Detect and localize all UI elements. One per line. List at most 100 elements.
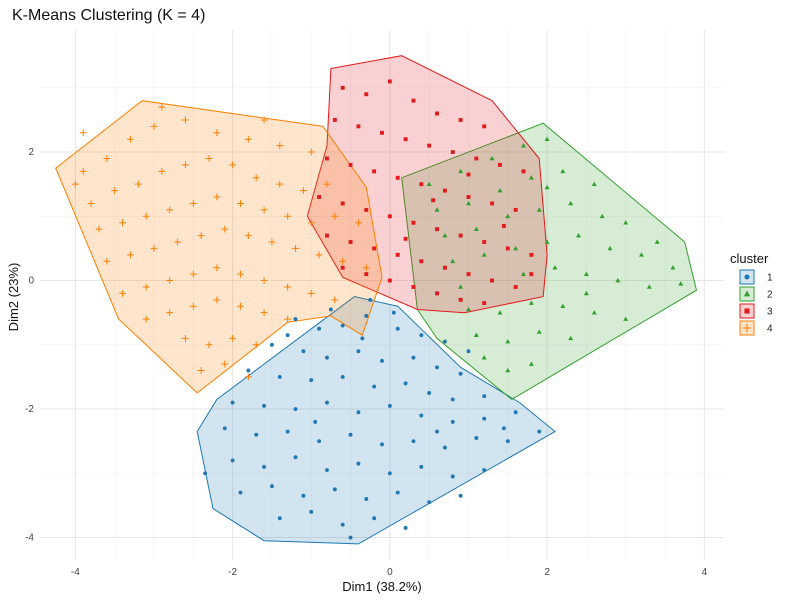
cluster-1-point — [364, 313, 369, 318]
cluster-4-point — [205, 155, 213, 162]
cluster-1-point — [372, 384, 377, 389]
cluster-2-point — [434, 207, 440, 212]
cluster-4-point — [189, 270, 197, 278]
cluster-3-point — [458, 233, 463, 238]
cluster-1-point — [380, 358, 384, 363]
axis-ticks: -4 -2 0 2 4 -4 -2 0 2 — [25, 147, 707, 578]
cluster-4-point — [284, 315, 292, 323]
x-axis-title: Dim1 (38.2%) — [342, 579, 421, 594]
cluster-1-point — [238, 490, 243, 495]
cluster-4-point — [244, 232, 252, 239]
cluster-4-point — [79, 167, 87, 175]
cluster-2-point — [678, 281, 684, 286]
cluster-1-point — [340, 522, 345, 527]
cluster-4-point — [244, 373, 252, 381]
cluster-3-point — [474, 156, 479, 161]
cluster-1-point — [458, 493, 463, 498]
cluster-4-point — [213, 264, 221, 272]
x-tick-label: 0 — [387, 567, 393, 578]
cluster-2-point — [583, 290, 589, 296]
legend-label-4: 4 — [767, 324, 773, 335]
cluster-1-point — [340, 374, 345, 379]
cluster-3-point — [529, 252, 534, 257]
cluster-4-hull — [55, 100, 383, 394]
cluster-1-point — [419, 333, 424, 338]
cluster-3-point — [403, 137, 408, 142]
cluster-1-point — [403, 525, 408, 530]
cluster-3-point — [482, 240, 487, 244]
cluster-3-point — [372, 246, 377, 251]
cluster-2-point — [568, 200, 574, 206]
cluster-1-point — [269, 484, 274, 489]
cluster-3-point — [431, 198, 436, 203]
cluster-4-point — [331, 296, 339, 304]
cluster-1-point — [325, 400, 329, 405]
cluster-2-point — [505, 213, 511, 219]
cluster-1-point — [348, 535, 353, 540]
cluster-3-point — [387, 278, 392, 283]
cluster-3-point — [340, 265, 345, 270]
cluster-3-point — [419, 259, 424, 264]
cluster-3-point — [435, 227, 439, 232]
x-tick-label: -4 — [71, 567, 80, 578]
cluster-4-point — [150, 245, 158, 252]
cluster-2-point — [560, 303, 566, 309]
cluster-2-point — [623, 220, 629, 225]
cluster-2-point — [560, 168, 566, 174]
cluster-2-point — [505, 367, 511, 373]
cluster-3-point — [521, 169, 526, 174]
cluster-1-point — [387, 471, 392, 476]
cluster-3-point — [482, 301, 487, 305]
cluster-1-point — [411, 355, 416, 360]
cluster-2-point — [442, 232, 448, 238]
cluster-4-point — [119, 290, 126, 297]
cluster-4-point — [307, 148, 315, 156]
cluster-1-point — [427, 500, 432, 505]
cluster-2-point — [670, 265, 676, 270]
cluster-1-point — [356, 410, 361, 415]
cluster-4-point — [166, 206, 174, 214]
cluster-2-point — [528, 361, 534, 366]
cluster-3-point — [442, 265, 447, 270]
cluster-2-point — [528, 300, 534, 305]
cluster-1-point — [313, 419, 318, 424]
cluster-3-point — [497, 162, 502, 167]
cluster-4-point — [189, 302, 197, 310]
cluster-1-point — [364, 497, 369, 501]
cluster-4-point — [339, 257, 347, 265]
cluster-1-point — [466, 349, 471, 354]
cluster-2-point — [489, 155, 495, 161]
cluster-1-point — [277, 516, 282, 521]
cluster-1-point — [450, 397, 455, 402]
cluster-1-point — [254, 432, 259, 437]
cluster-2-point — [654, 239, 660, 244]
cluster-3-point — [490, 201, 495, 206]
cluster-3-point — [325, 233, 329, 238]
cluster-4-point — [252, 174, 260, 182]
cluster-1-point — [293, 317, 298, 322]
cluster-1-point — [450, 474, 455, 479]
cluster-3-point — [380, 130, 384, 135]
cluster-4-point — [315, 251, 323, 259]
cluster-4-point — [268, 238, 276, 246]
cluster-2-point — [646, 284, 652, 289]
cluster-2-point — [544, 239, 550, 244]
cluster-4-point — [158, 103, 166, 111]
cluster-1-point — [505, 439, 510, 444]
cluster-4-point — [95, 225, 103, 233]
cluster-4-point — [221, 225, 229, 233]
cluster-3-hull — [306, 55, 548, 314]
cluster-1-point — [262, 403, 267, 408]
y-tick-label: -4 — [25, 533, 34, 544]
cluster-4-point — [252, 341, 260, 349]
chart-title: K-Means Clustering (K = 4) — [12, 7, 205, 24]
cluster-3-point — [442, 188, 447, 193]
cluster-3-point — [411, 98, 416, 103]
cluster-4-point — [244, 135, 252, 143]
cluster-4-point — [127, 251, 134, 259]
cluster-2-point — [623, 316, 629, 321]
cluster-2-point — [473, 332, 479, 337]
legend-label-2: 2 — [767, 290, 773, 301]
cluster-2-point — [497, 310, 503, 315]
legend-marker-4 — [742, 323, 752, 333]
